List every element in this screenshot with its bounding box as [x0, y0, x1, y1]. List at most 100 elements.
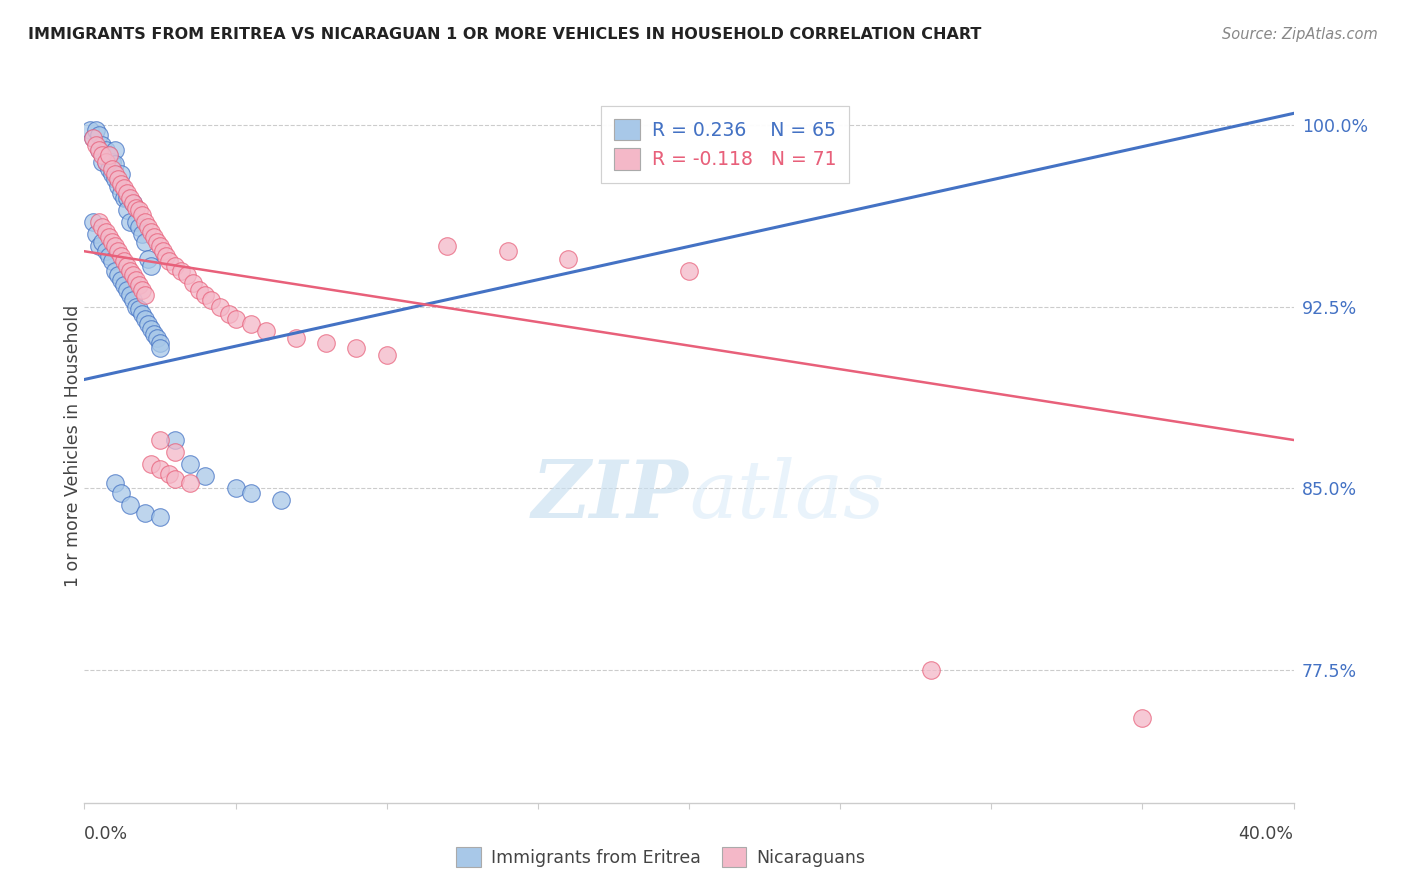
Point [118, 498, 141, 512]
Point [170, 263, 193, 277]
Point [89, 215, 111, 229]
Point [165, 433, 187, 447]
Point [181, 276, 204, 290]
Point [91, 235, 114, 249]
Point [157, 467, 180, 481]
Point [82, 130, 104, 145]
Point [115, 203, 138, 218]
Point [146, 331, 169, 345]
Point [82, 130, 104, 145]
Point [107, 171, 129, 186]
Point [94, 143, 117, 157]
Point [86, 123, 108, 137]
Point [375, 348, 398, 362]
Point [131, 283, 153, 297]
Point [920, 663, 942, 677]
Point [134, 235, 156, 249]
Point [115, 259, 138, 273]
Point [315, 336, 337, 351]
Point [115, 283, 138, 297]
Point [91, 147, 114, 161]
Point [110, 167, 132, 181]
Point [125, 300, 148, 314]
Point [136, 252, 159, 266]
Point [131, 227, 153, 242]
Point [94, 225, 117, 239]
Point [194, 288, 217, 302]
Point [110, 177, 132, 191]
Point [678, 263, 700, 277]
Point [86, 227, 108, 242]
Point [100, 254, 122, 268]
Point [94, 154, 117, 169]
Legend: Immigrants from Eritrea, Nicaraguans: Immigrants from Eritrea, Nicaraguans [450, 840, 872, 874]
Point [121, 195, 143, 210]
Point [100, 167, 122, 181]
Point [97, 229, 120, 244]
Point [89, 239, 111, 253]
Point [115, 186, 138, 201]
Point [89, 128, 111, 143]
Point [139, 259, 162, 273]
Point [194, 469, 217, 483]
Point [134, 288, 156, 302]
Point [557, 252, 579, 266]
Text: ZIP: ZIP [531, 458, 689, 534]
Point [97, 249, 120, 263]
Point [100, 235, 122, 249]
Point [134, 215, 156, 229]
Point [97, 147, 120, 161]
Point [125, 215, 148, 229]
Point [128, 302, 150, 317]
Point [176, 268, 198, 283]
Point [165, 259, 187, 273]
Point [225, 481, 247, 495]
Point [155, 249, 177, 263]
Point [285, 331, 308, 345]
Point [125, 273, 148, 287]
Point [218, 307, 240, 321]
Point [139, 457, 162, 471]
Point [142, 229, 165, 244]
Point [436, 239, 458, 253]
Point [149, 341, 172, 355]
Point [134, 312, 156, 326]
Point [146, 235, 169, 249]
Point [136, 220, 159, 235]
Point [179, 476, 201, 491]
Point [94, 244, 117, 259]
Point [131, 208, 153, 222]
Point [139, 225, 162, 239]
Text: IMMIGRANTS FROM ERITREA VS NICARAGUAN 1 OR MORE VEHICLES IN HOUSEHOLD CORRELATIO: IMMIGRANTS FROM ERITREA VS NICARAGUAN 1 … [28, 27, 981, 42]
Y-axis label: 1 or more Vehicles in Household: 1 or more Vehicles in Household [65, 305, 82, 587]
Point [107, 268, 129, 283]
Point [104, 239, 127, 253]
Point [131, 307, 153, 321]
Point [118, 215, 141, 229]
Point [104, 157, 127, 171]
Point [225, 312, 247, 326]
Point [107, 244, 129, 259]
Point [139, 321, 162, 335]
Point [91, 220, 114, 235]
Legend: R = 0.236    N = 65, R = -0.118   N = 71: R = 0.236 N = 65, R = -0.118 N = 71 [602, 106, 849, 183]
Point [165, 472, 187, 486]
Point [115, 191, 138, 205]
Point [136, 317, 159, 331]
Point [107, 178, 129, 193]
Point [118, 191, 141, 205]
Point [121, 195, 143, 210]
Point [149, 510, 172, 524]
Text: 40.0%: 40.0% [1239, 825, 1294, 843]
Point [104, 167, 127, 181]
Point [112, 254, 135, 268]
Point [89, 143, 111, 157]
Point [179, 457, 201, 471]
Point [128, 220, 150, 235]
Text: Source: ZipAtlas.com: Source: ZipAtlas.com [1222, 27, 1378, 42]
Point [97, 147, 120, 161]
Point [91, 154, 114, 169]
Point [254, 324, 277, 338]
Point [118, 288, 141, 302]
Point [188, 283, 211, 297]
